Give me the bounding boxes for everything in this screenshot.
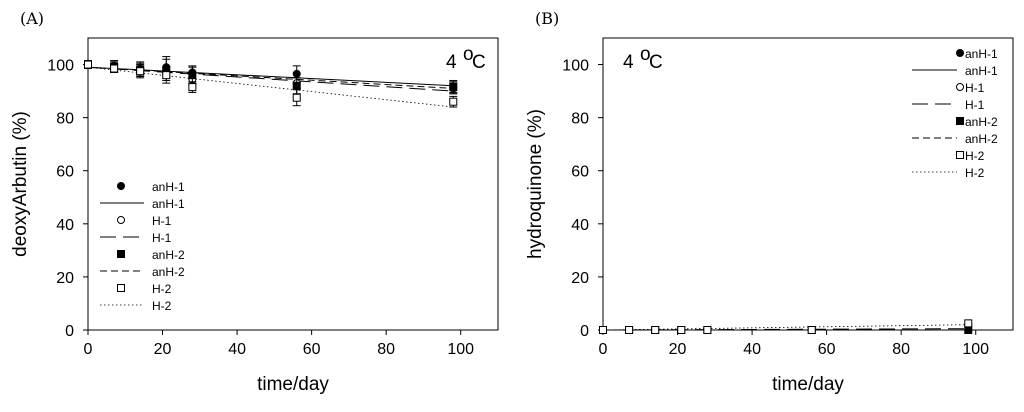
data-point — [110, 64, 119, 73]
temperature-degree: o — [463, 44, 474, 65]
legend-marker-h-1 — [956, 83, 964, 91]
x-tick-label: 20 — [669, 341, 687, 358]
legend-label: anH-2 — [152, 265, 185, 279]
legend-label: H-2 — [152, 282, 172, 296]
x-axis-title: time/day — [772, 374, 844, 395]
y-axis-title: deoxyArbutin (%) — [10, 111, 31, 257]
y-tick-label: 40 — [571, 217, 589, 234]
temperature-unit: C — [649, 52, 663, 73]
y-tick-label: 40 — [56, 217, 74, 234]
data-point — [162, 71, 171, 80]
x-tick-label: 40 — [228, 341, 246, 358]
legend-label: H-1 — [152, 231, 172, 245]
data-point — [292, 81, 301, 90]
data-point — [625, 326, 634, 334]
legend-label: H-2 — [152, 299, 172, 313]
y-tick-label: 100 — [47, 58, 74, 75]
legend-label: anH-2 — [965, 132, 998, 146]
y-tick-label: 60 — [56, 164, 74, 181]
x-tick-label: 80 — [892, 341, 910, 358]
y-tick-label: 80 — [571, 111, 589, 128]
data-point — [599, 326, 607, 334]
data-point — [188, 71, 197, 80]
legend-label: H-2 — [965, 166, 985, 180]
x-tick-label: 80 — [377, 341, 395, 358]
fit-line-anh-2 — [87, 66, 454, 89]
legend-marker-h-1 — [117, 216, 125, 224]
fit-line-h-2 — [87, 66, 454, 108]
legend-marker-anh-1 — [117, 182, 125, 190]
panel-a: 0 20 40 60 80 100 0 20 40 60 80 100 time/day deoxyArb… — [10, 9, 499, 395]
temperature-unit: C — [472, 52, 486, 73]
legend-label: H-2 — [965, 149, 985, 163]
data-point — [292, 93, 301, 102]
legend-marker-anh-2 — [956, 117, 964, 125]
x-tick-label: 100 — [447, 341, 474, 358]
data-point — [703, 326, 712, 334]
data-point — [136, 67, 145, 76]
y-tick-label: 20 — [56, 270, 74, 287]
legend: anH-1 anH-1 H-1 H-1 anH-2 anH-2 H-2 H-2 — [100, 180, 185, 313]
legend-label: anH-1 — [965, 64, 998, 78]
x-tick-label: 0 — [599, 341, 608, 358]
legend-label: H-1 — [152, 214, 172, 228]
series-h-2 — [84, 60, 458, 108]
legend-label: anH-1 — [965, 47, 998, 61]
x-tick-label: 100 — [962, 341, 989, 358]
y-tick-label: 100 — [562, 58, 589, 75]
temperature-value: 4 — [446, 52, 457, 73]
legend-label: anH-2 — [152, 248, 185, 262]
legend-marker-h-2 — [117, 284, 125, 292]
x-tick-label: 40 — [743, 341, 761, 358]
data-point — [188, 83, 197, 92]
y-axis-title: hydroquinone (%) — [525, 109, 546, 259]
x-tick-label: 60 — [818, 341, 836, 358]
data-point — [677, 326, 686, 334]
legend-marker-h-2 — [956, 151, 964, 159]
y-tick-label: 60 — [571, 164, 589, 181]
legend-label: anH-2 — [965, 115, 998, 129]
x-tick-label: 0 — [84, 341, 93, 358]
x-tick-label: 60 — [303, 341, 321, 358]
legend-marker-anh-1 — [956, 49, 964, 57]
temperature-degree: o — [640, 44, 651, 65]
legend-label: anH-1 — [152, 197, 185, 211]
legend-label: H-1 — [965, 98, 985, 112]
y-tick-label: 80 — [56, 111, 74, 128]
data-point — [292, 69, 301, 78]
data-point — [449, 97, 458, 106]
fit-line-h-2 — [602, 324, 969, 331]
data-point — [84, 60, 92, 69]
plot-frame — [602, 37, 1014, 331]
temperature-annotation: 4 oC — [446, 44, 486, 73]
data-point — [964, 326, 973, 334]
y-tick-label: 20 — [571, 270, 589, 287]
legend-label: anH-1 — [152, 180, 185, 194]
panel-label: (A) — [20, 9, 44, 28]
panel-label: (B) — [535, 9, 559, 28]
x-axis-title: time/day — [257, 374, 329, 395]
panel-b: 0 20 40 60 80 100 0 20 40 60 80 100 time/day hydroqui… — [525, 9, 1014, 395]
series-h-2 — [599, 319, 973, 334]
temperature-annotation: 4 oC — [623, 44, 663, 73]
data-point — [651, 326, 660, 334]
x-tick-label: 20 — [154, 341, 172, 358]
plot-frame — [87, 37, 499, 331]
y-tick-label: 0 — [580, 323, 589, 340]
y-tick-label: 0 — [65, 323, 74, 340]
data-point — [807, 326, 816, 334]
temperature-value: 4 — [623, 52, 634, 73]
legend-marker-anh-2 — [117, 250, 125, 258]
data-point — [449, 83, 458, 92]
legend: anH-1 anH-1 H-1 H-1 anH-2 anH-2 H-2 H-2 — [912, 47, 998, 180]
legend-label: H-1 — [965, 81, 985, 95]
data-point — [964, 319, 973, 328]
